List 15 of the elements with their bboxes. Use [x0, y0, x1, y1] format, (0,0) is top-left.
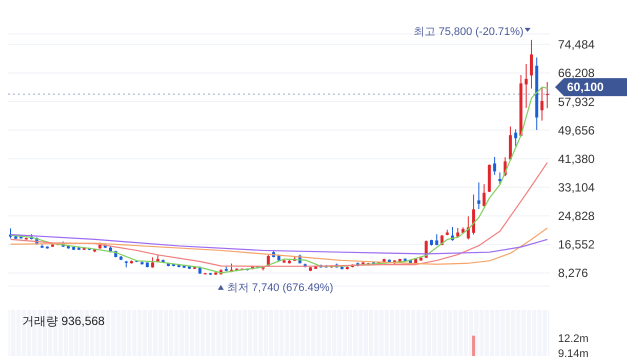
y-tick-label: 12.2m — [558, 332, 589, 345]
y-tick-label: 24,828 — [558, 209, 596, 224]
y-tick-label: 8,276 — [558, 266, 588, 280]
y-tick-label: 74,484 — [558, 38, 596, 52]
y-tick-label: 9.14m — [558, 348, 589, 360]
y-tick-label: 49,656 — [558, 123, 596, 138]
chart-title: 거래량 936,568 — [22, 313, 105, 330]
annotation: 최고 75,800 (-20.71%) — [414, 26, 524, 38]
y-tick-label: 57,932 — [558, 94, 596, 109]
y-tick-label: 16,552 — [558, 238, 596, 252]
annotation: 최저 7,740 (676.49%) — [226, 282, 334, 294]
y-tick-label: 33,104 — [558, 180, 596, 195]
ref-line-label: 60,100 — [567, 80, 604, 94]
y-tick-label: 66,208 — [558, 66, 596, 80]
y-tick-label: 41,380 — [558, 152, 596, 166]
